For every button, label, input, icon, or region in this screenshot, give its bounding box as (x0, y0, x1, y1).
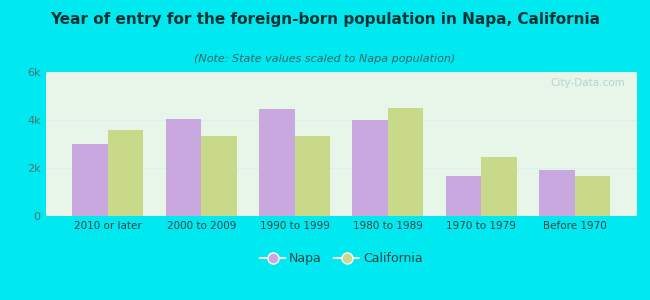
Bar (72, 144, 108, 216)
Bar (202, 136, 237, 216)
Bar (166, 119, 202, 216)
Bar (446, 176, 481, 216)
Text: Year of entry for the foreign-born population in Napa, California: Year of entry for the foreign-born popul… (50, 12, 600, 27)
Bar (259, 109, 294, 216)
Legend: Napa, California: Napa, California (255, 247, 428, 270)
Text: City-Data.com: City-Data.com (551, 78, 625, 88)
Bar (352, 120, 388, 216)
Bar (481, 157, 517, 216)
Text: (Note: State values scaled to Napa population): (Note: State values scaled to Napa popul… (194, 54, 456, 64)
Bar (388, 108, 423, 216)
Bar (108, 130, 144, 216)
Bar (294, 136, 330, 216)
Bar (539, 170, 575, 216)
Bar (575, 176, 610, 216)
